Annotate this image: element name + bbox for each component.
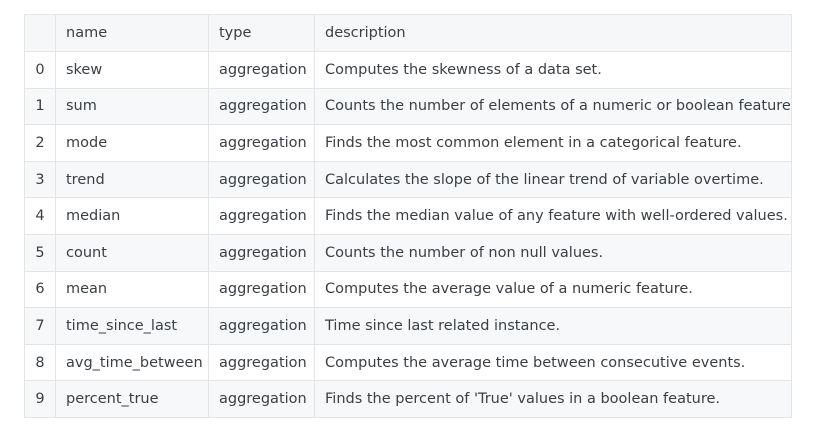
table-row: 9 percent_true aggregation Finds the per… bbox=[24, 380, 792, 418]
cell-name: trend bbox=[55, 160, 209, 199]
cell-description: Time since last related instance. bbox=[314, 307, 792, 345]
cell-description: Computes the skewness of a data set. bbox=[314, 51, 792, 89]
cell-name: count bbox=[55, 233, 209, 272]
row-index: 4 bbox=[24, 197, 56, 235]
cell-name: median bbox=[55, 197, 209, 235]
cell-type: aggregation bbox=[208, 160, 315, 199]
header-type: type bbox=[208, 14, 315, 52]
cell-name: skew bbox=[55, 51, 209, 89]
header-row: name type description bbox=[24, 14, 792, 52]
dataframe-output: name type description 0 skew aggregation… bbox=[24, 14, 792, 418]
row-index: 6 bbox=[24, 270, 56, 309]
cell-name: sum bbox=[55, 87, 209, 126]
cell-description: Finds the percent of 'True' values in a … bbox=[314, 380, 792, 418]
table-row: 4 median aggregation Finds the median va… bbox=[24, 197, 792, 235]
header-index bbox=[24, 14, 56, 52]
cell-type: aggregation bbox=[208, 124, 315, 162]
cell-description: Counts the number of elements of a numer… bbox=[314, 87, 792, 126]
row-index: 2 bbox=[24, 124, 56, 162]
table-row: 6 mean aggregation Computes the average … bbox=[24, 270, 792, 309]
cell-description: Finds the median value of any feature wi… bbox=[314, 197, 792, 235]
cell-description: Computes the average time between consec… bbox=[314, 343, 792, 382]
cell-description: Finds the most common element in a categ… bbox=[314, 124, 792, 162]
cell-description: Counts the number of non null values. bbox=[314, 233, 792, 272]
row-index: 5 bbox=[24, 233, 56, 272]
table-body: 0 skew aggregation Computes the skewness… bbox=[24, 51, 792, 418]
cell-type: aggregation bbox=[208, 307, 315, 345]
cell-name: percent_true bbox=[55, 380, 209, 418]
row-index: 0 bbox=[24, 51, 56, 89]
row-index: 3 bbox=[24, 160, 56, 199]
table-row: 0 skew aggregation Computes the skewness… bbox=[24, 51, 792, 89]
table-row: 7 time_since_last aggregation Time since… bbox=[24, 307, 792, 345]
cell-type: aggregation bbox=[208, 270, 315, 309]
row-index: 7 bbox=[24, 307, 56, 345]
cell-type: aggregation bbox=[208, 87, 315, 126]
table-row: 8 avg_time_between aggregation Computes … bbox=[24, 343, 792, 382]
table-row: 3 trend aggregation Calculates the slope… bbox=[24, 160, 792, 199]
cell-name: avg_time_between bbox=[55, 343, 209, 382]
row-index: 1 bbox=[24, 87, 56, 126]
table-row: 2 mode aggregation Finds the most common… bbox=[24, 124, 792, 162]
cell-type: aggregation bbox=[208, 197, 315, 235]
cell-description: Computes the average value of a numeric … bbox=[314, 270, 792, 309]
table-header: name type description bbox=[24, 14, 792, 52]
cell-type: aggregation bbox=[208, 51, 315, 89]
cell-type: aggregation bbox=[208, 343, 315, 382]
table-row: 1 sum aggregation Counts the number of e… bbox=[24, 87, 792, 126]
cell-type: aggregation bbox=[208, 380, 315, 418]
cell-name: time_since_last bbox=[55, 307, 209, 345]
row-index: 8 bbox=[24, 343, 56, 382]
cell-name: mode bbox=[55, 124, 209, 162]
header-description: description bbox=[314, 14, 792, 52]
cell-type: aggregation bbox=[208, 233, 315, 272]
cell-description: Calculates the slope of the linear trend… bbox=[314, 160, 792, 199]
cell-name: mean bbox=[55, 270, 209, 309]
header-name: name bbox=[55, 14, 209, 52]
table-row: 5 count aggregation Counts the number of… bbox=[24, 233, 792, 272]
primitives-table: name type description 0 skew aggregation… bbox=[24, 14, 792, 418]
row-index: 9 bbox=[24, 380, 56, 418]
